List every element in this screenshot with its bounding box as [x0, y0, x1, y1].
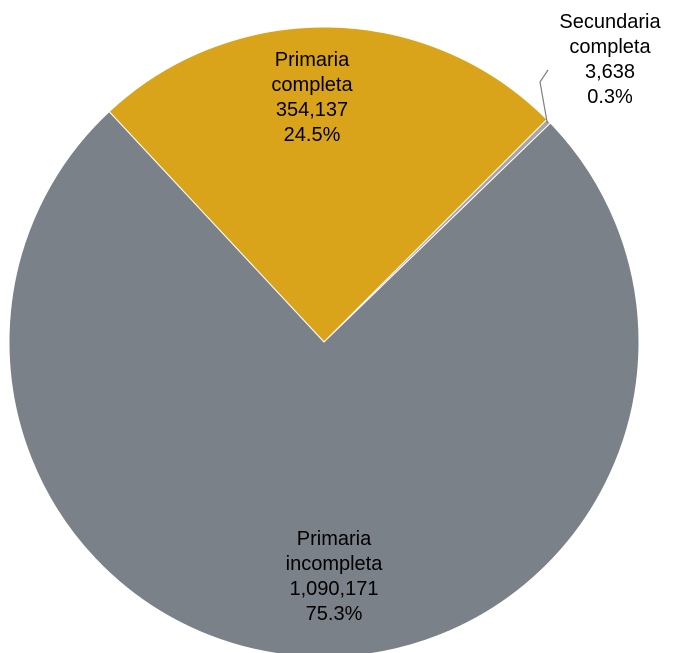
data-label-primaria-incompleta: Primaria incompleta 1,090,171 75.3% — [286, 528, 384, 625]
label-category-line: completa — [271, 74, 353, 96]
leader-lines-layer — [539, 69, 549, 123]
label-category-line: Primaria — [297, 528, 372, 550]
label-category-line: completa — [569, 36, 651, 58]
pie-slice-primaria-completa — [108, 26, 548, 343]
leader-line-secundaria-completa — [539, 69, 549, 123]
label-value: 354,137 — [276, 99, 348, 121]
label-category-line: Secundaria — [559, 11, 661, 33]
data-label-secundaria-completa: Secundaria completa 3,638 0.3% — [559, 11, 661, 108]
label-percent: 0.3% — [587, 86, 633, 108]
slices-layer — [8, 26, 640, 653]
label-percent: 75.3% — [306, 603, 363, 625]
data-label-primaria-completa: Primaria completa 354,137 24.5% — [271, 49, 353, 146]
label-value: 1,090,171 — [290, 578, 379, 600]
label-category-line: incompleta — [286, 553, 384, 575]
pie-slice-primaria-incompleta — [8, 110, 640, 653]
label-value: 3,638 — [585, 61, 635, 83]
labels-layer: Primaria completa 354,137 24.5% Secundaria co… — [271, 11, 661, 625]
label-category-line: Primaria — [275, 49, 350, 71]
label-percent: 24.5% — [284, 124, 341, 146]
